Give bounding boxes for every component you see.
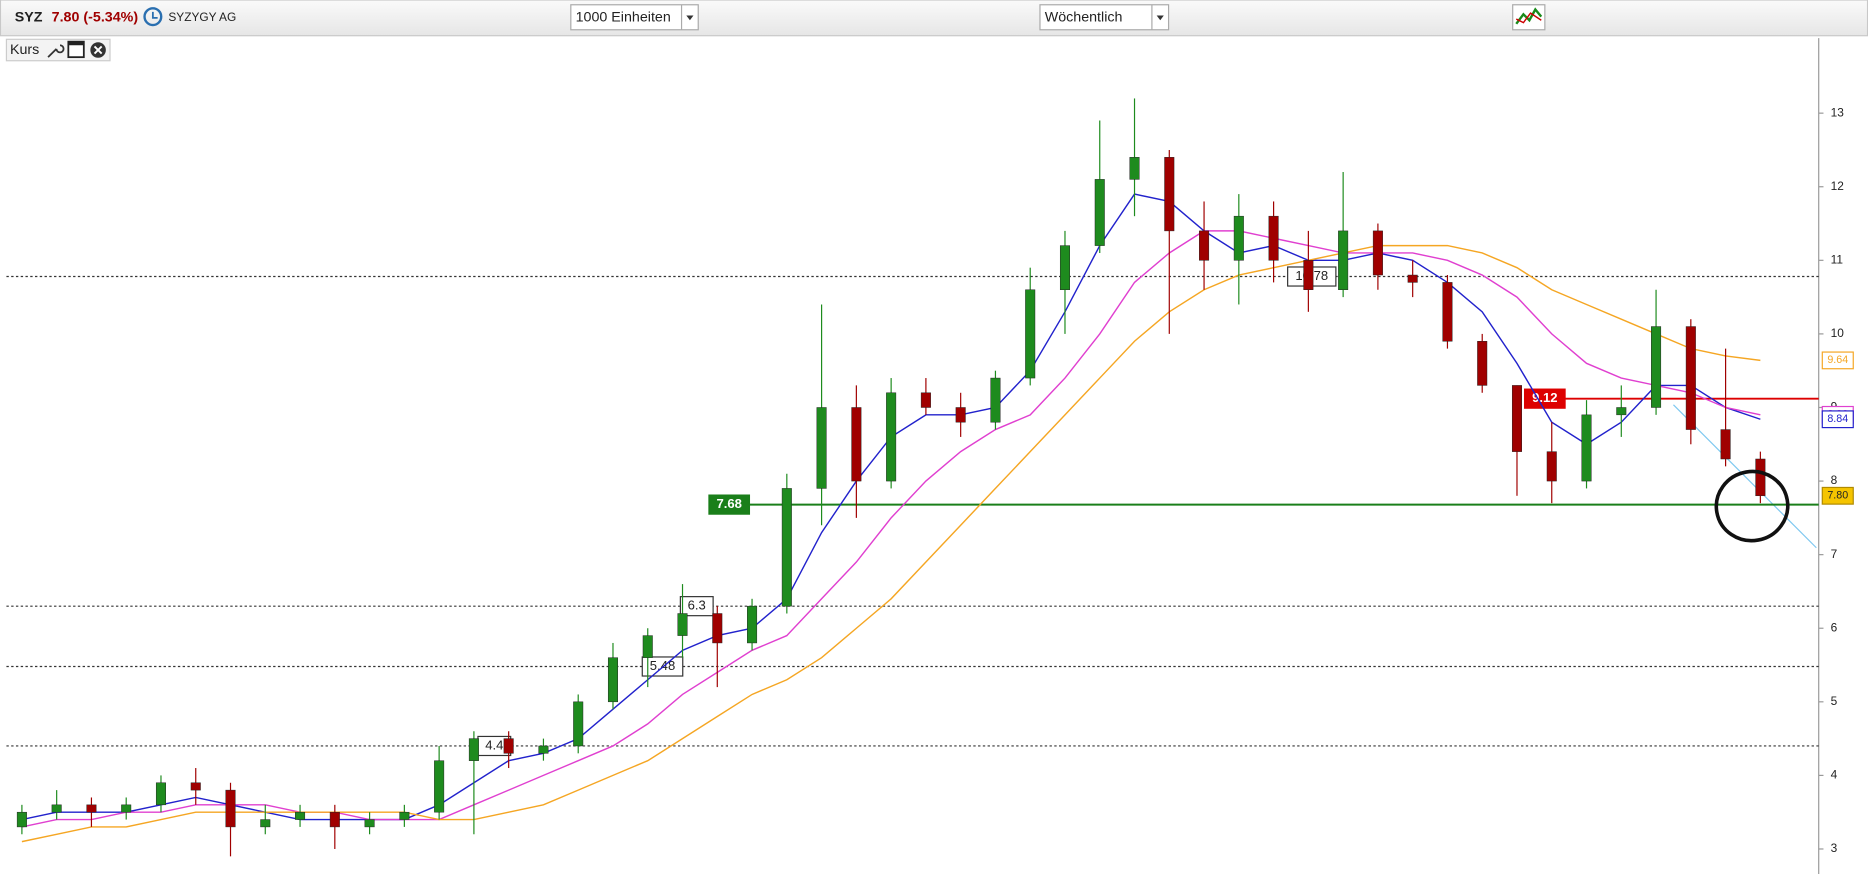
candle-body xyxy=(677,613,688,636)
moving-average xyxy=(21,193,1761,821)
quote: 7.80 (-5.34%) xyxy=(52,10,139,26)
level-label: 7.68 xyxy=(716,496,741,511)
candle-body xyxy=(955,407,966,423)
moving-average xyxy=(21,244,1761,843)
candle-body xyxy=(642,635,653,658)
candle-body xyxy=(1755,458,1766,497)
candle-body xyxy=(1268,215,1279,261)
candle-body xyxy=(816,407,827,489)
candle-body xyxy=(260,819,271,828)
candle-body xyxy=(1616,407,1627,416)
last-value-label: 8.84 xyxy=(1827,413,1848,425)
candle-body xyxy=(1546,451,1557,482)
candle-body xyxy=(1338,230,1349,290)
toolbar xyxy=(0,0,1868,37)
chart-type-icon[interactable] xyxy=(1512,4,1546,31)
candle-body xyxy=(538,745,549,754)
candle-body xyxy=(1164,157,1175,232)
level-label: 6.3 xyxy=(688,598,706,613)
y-tick-label: 4 xyxy=(1831,768,1838,782)
last-value-box xyxy=(1821,486,1854,505)
candle-body xyxy=(503,738,514,754)
candle-body xyxy=(851,407,862,482)
panel-icons[interactable] xyxy=(47,40,106,59)
last-value-box xyxy=(1821,351,1854,370)
candle-body xyxy=(364,819,375,828)
candle-body xyxy=(1720,429,1731,460)
candle-body xyxy=(51,804,62,813)
refresh-icon[interactable] xyxy=(143,7,163,27)
candle-body xyxy=(1511,385,1522,452)
trendline xyxy=(1673,404,1817,549)
candle-body xyxy=(121,804,132,813)
level-label-box xyxy=(679,596,714,617)
y-tick-label: 12 xyxy=(1831,179,1845,193)
candle-body xyxy=(399,811,410,820)
candle-body xyxy=(886,392,897,482)
candle-body xyxy=(190,782,201,791)
annotation-circle xyxy=(1714,469,1790,543)
candle-body xyxy=(1372,230,1383,276)
interval: Wöchentlich xyxy=(1045,10,1123,26)
last-value-label: 9.64 xyxy=(1827,354,1848,366)
candle-body xyxy=(1199,230,1210,261)
candle-body xyxy=(920,392,931,408)
level-label-box xyxy=(708,494,751,515)
candle-body xyxy=(1407,274,1418,283)
y-tick-label: 5 xyxy=(1831,694,1838,708)
units-dropdown[interactable]: 1000 Einheiten xyxy=(570,4,699,31)
candle-body xyxy=(1094,179,1105,246)
candle-body xyxy=(747,605,758,644)
candle-body xyxy=(712,613,723,644)
y-tick-label: 8 xyxy=(1831,473,1838,487)
candle-body xyxy=(1129,157,1140,180)
candle-body xyxy=(329,811,340,828)
candle-body xyxy=(607,657,618,703)
candle-body xyxy=(781,488,792,607)
plot: 3456789101112137.689.1210.786.35.484.49.… xyxy=(6,98,1854,857)
symbol: SYZ xyxy=(15,10,43,26)
interval-dropdown[interactable]: Wöchentlich xyxy=(1039,4,1170,31)
candle-body xyxy=(155,782,166,806)
candle-body xyxy=(434,760,445,813)
level-label: 4.4 xyxy=(485,737,503,752)
company: SYZYGY AG xyxy=(168,10,236,24)
candle-body xyxy=(1442,282,1453,342)
y-tick-label: 13 xyxy=(1831,105,1845,119)
y-tick-label: 6 xyxy=(1831,620,1838,634)
level-label: 9.12 xyxy=(1532,390,1557,405)
candle-body xyxy=(225,789,236,828)
candle-body xyxy=(468,738,479,761)
units: 1000 Einheiten xyxy=(576,10,671,26)
last-value-box xyxy=(1821,410,1854,429)
y-tick-label: 3 xyxy=(1831,841,1838,855)
candle-body xyxy=(1477,341,1488,386)
candle-body xyxy=(295,811,306,820)
candle-body xyxy=(16,811,27,828)
candle-body xyxy=(990,377,1001,423)
candle-body xyxy=(1025,289,1036,379)
candle-body xyxy=(1303,260,1314,290)
candle-body xyxy=(86,804,97,813)
candle-body xyxy=(1651,326,1662,408)
candle-body xyxy=(1685,326,1696,430)
candle-body xyxy=(1233,215,1244,261)
y-tick-label: 11 xyxy=(1831,252,1844,266)
last-value-label: 7.80 xyxy=(1827,490,1848,502)
panel-title: Kurs xyxy=(10,42,39,58)
candle-body xyxy=(573,701,584,747)
y-tick-label: 10 xyxy=(1831,326,1845,340)
moving-average xyxy=(21,230,1761,828)
candle-body xyxy=(1059,245,1070,290)
y-tick-label: 7 xyxy=(1831,547,1838,561)
candle-body xyxy=(1581,414,1592,482)
